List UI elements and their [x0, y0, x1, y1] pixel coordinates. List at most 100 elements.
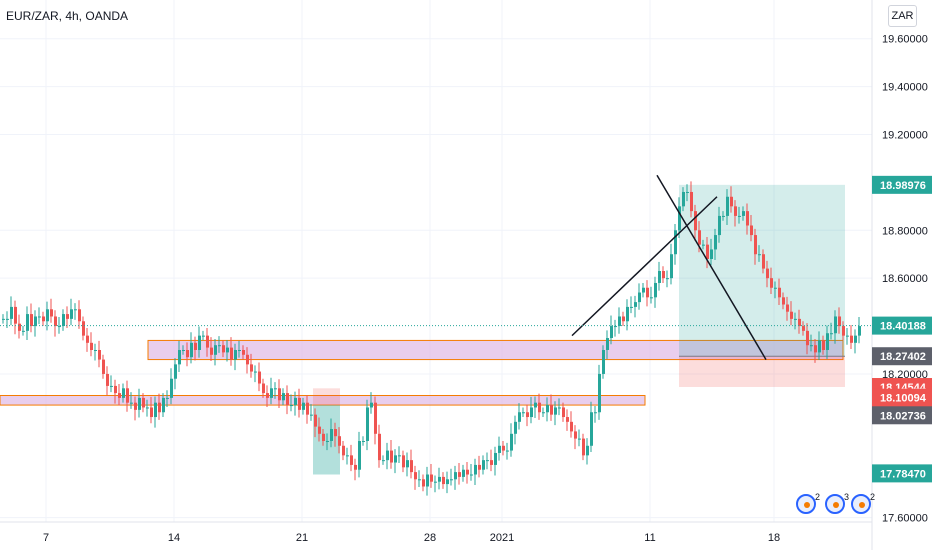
- price-label-badge: [872, 347, 932, 366]
- candle-body: [314, 414, 317, 427]
- earnings-calendar-icon[interactable]: [796, 494, 816, 514]
- candle-body: [758, 254, 761, 256]
- candle-body: [786, 304, 789, 312]
- candle-body: [566, 417, 569, 422]
- candle-body: [494, 452, 497, 465]
- candle-body: [38, 316, 41, 318]
- candle-body: [30, 314, 33, 327]
- candle-body: [378, 433, 381, 461]
- x-tick-label: 11: [644, 532, 655, 544]
- price-label-badge: [872, 388, 932, 407]
- currency-button[interactable]: ZAR: [888, 5, 917, 27]
- candle-body: [806, 330, 809, 346]
- candle-body: [402, 455, 405, 468]
- candle-body: [46, 309, 49, 322]
- candle-body: [390, 450, 393, 463]
- candle-body: [182, 350, 185, 351]
- candle-body: [694, 211, 697, 231]
- event-count: 2: [870, 492, 876, 502]
- candle-body: [522, 412, 525, 414]
- candle-body: [318, 426, 321, 434]
- earnings-calendar-icon[interactable]: [825, 494, 845, 514]
- candle-body: [678, 206, 681, 231]
- candle-body: [450, 479, 453, 481]
- candle-body: [598, 373, 601, 413]
- candle-body: [158, 402, 161, 413]
- candle-body: [858, 326, 861, 336]
- x-tick-label: 21: [296, 532, 308, 544]
- candle-body: [58, 326, 61, 328]
- candle-body: [594, 412, 597, 414]
- candle-body: [106, 373, 109, 386]
- candle-body: [822, 340, 825, 350]
- candle-body: [530, 407, 533, 418]
- candle-body: [6, 318, 9, 320]
- candle-body: [658, 270, 661, 283]
- candle-body: [706, 244, 709, 260]
- candle-body: [282, 393, 285, 401]
- candle-body: [534, 402, 537, 408]
- candle-body: [622, 316, 625, 322]
- candle-body: [554, 407, 557, 415]
- candle-body: [322, 433, 325, 441]
- candle-body: [662, 270, 665, 279]
- x-tick-label: 14: [168, 532, 180, 544]
- candle-body: [630, 306, 633, 308]
- candle-body: [742, 211, 745, 216]
- candle-body: [226, 347, 229, 353]
- candle-body: [286, 393, 289, 406]
- candle-body: [638, 292, 641, 303]
- candle-body: [802, 326, 805, 331]
- y-tick-label: 18.20000: [882, 369, 928, 381]
- candle-body: [330, 429, 333, 441]
- candle-body: [538, 402, 541, 413]
- candle-body: [770, 278, 773, 288]
- candle-body: [634, 302, 637, 307]
- candle-body: [370, 402, 373, 408]
- earnings-calendar-icon[interactable]: [851, 494, 871, 514]
- candle-body: [170, 378, 173, 398]
- candle-body: [562, 407, 565, 418]
- candle-body: [794, 318, 797, 320]
- candle-body: [418, 479, 421, 481]
- price-label-badge: [872, 406, 932, 425]
- candle-body: [490, 460, 493, 465]
- candle-body: [362, 440, 365, 442]
- candle-body: [410, 460, 413, 473]
- candle-body: [738, 215, 741, 217]
- candle-body: [478, 464, 481, 470]
- candle-body: [150, 407, 153, 418]
- candle-body: [710, 249, 713, 260]
- candle-body: [610, 326, 613, 339]
- price-label: 18.02736: [880, 410, 926, 422]
- candle-body: [270, 388, 273, 398]
- candle-body: [42, 316, 45, 322]
- candle-body: [570, 421, 573, 432]
- candle-body: [718, 215, 721, 236]
- candle-body: [74, 309, 77, 311]
- candle-body: [254, 371, 257, 373]
- candle-body: [838, 316, 841, 327]
- y-tick-label: 19.60000: [882, 34, 928, 46]
- candle-body: [206, 335, 209, 348]
- symbol-title[interactable]: EUR/ZAR, 4h, OANDA: [6, 9, 129, 23]
- candle-body: [818, 340, 821, 353]
- candle-body: [814, 345, 817, 353]
- candle-body: [614, 326, 617, 328]
- candle-body: [466, 469, 469, 475]
- x-tick-label: 2021: [490, 532, 514, 544]
- candle-body: [826, 333, 829, 350]
- price-label-badge: [872, 464, 932, 483]
- candle-body: [690, 191, 693, 212]
- candle-body: [698, 230, 701, 245]
- candle-body: [274, 388, 277, 390]
- candle-body: [54, 316, 57, 327]
- candle-body: [846, 335, 849, 337]
- x-tick-label: 18: [768, 532, 780, 544]
- candle-body: [854, 335, 857, 343]
- candle-body: [674, 230, 677, 255]
- candle-body: [446, 479, 449, 485]
- candle-body: [578, 438, 581, 440]
- candle-body: [722, 215, 725, 217]
